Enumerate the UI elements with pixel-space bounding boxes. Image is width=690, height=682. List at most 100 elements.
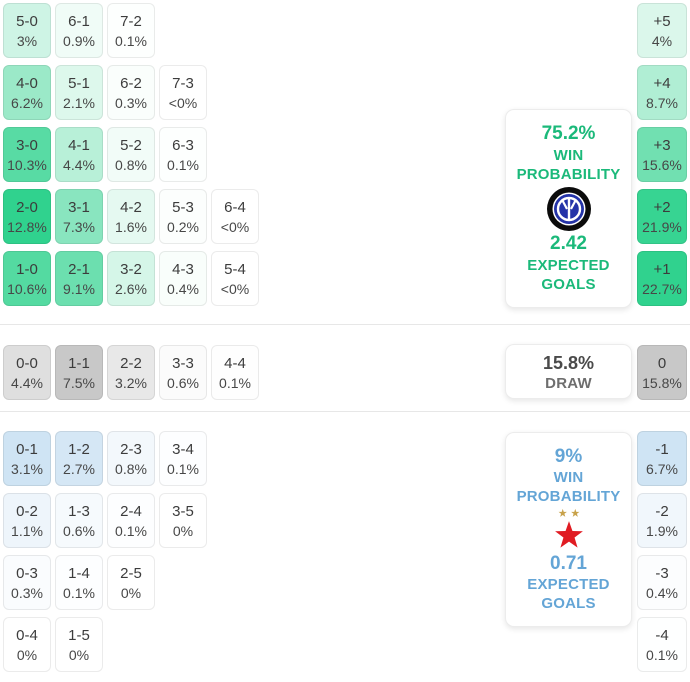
- score-cell-7-3: 7-3 <0%: [159, 65, 207, 120]
- score-cell-2-0: 2-0 12.8%: [3, 189, 51, 244]
- home-score-row: 3-0 10.3% 4-1 4.4% 5-2 0.8% 6-3 0.1%: [3, 127, 259, 182]
- home-expected-goals-value: 2.42: [550, 232, 587, 254]
- probability-label: 4.4%: [11, 374, 43, 391]
- score-cell-3-1: 3-1 7.3%: [55, 189, 103, 244]
- score-label: 2-1: [68, 260, 90, 278]
- probability-label: 7.5%: [63, 374, 95, 391]
- away-score-row: 0-3 0.3% 1-4 0.1% 2-5 0%: [3, 555, 207, 610]
- goal-diff-cell-minus-4: -4 0.1%: [637, 617, 687, 672]
- home-score-row: 4-0 6.2% 5-1 2.1% 6-2 0.3% 7-3 <0%: [3, 65, 259, 120]
- draw-score-grid: 0-0 4.4% 1-1 7.5% 2-2 3.2% 3-3 0.6% 4-4 0.1%: [3, 345, 259, 400]
- probability-label: 0.8%: [115, 156, 147, 173]
- score-cell-5-2: 5-2 0.8%: [107, 127, 155, 182]
- draw-section: 0-0 4.4% 1-1 7.5% 2-2 3.2% 3-3 0.6% 4-4 0.1% 15.8…: [0, 326, 690, 412]
- away-goal-diff-column: -1 6.7% -2 1.9% -3 0.4% -4 0.1%: [637, 431, 687, 672]
- score-label: +3: [653, 136, 671, 154]
- score-label: 1-0: [16, 260, 38, 278]
- probability-label: 0.4%: [646, 584, 678, 601]
- score-label: 6-3: [172, 136, 194, 154]
- away-score-grid: 0-1 3.1% 1-2 2.7% 2-3 0.8% 3-4 0.1% 0-2 1.1% 1-3 0.…: [3, 431, 207, 672]
- probability-label: 7.3%: [63, 218, 95, 235]
- probability-label: 8.7%: [646, 94, 678, 111]
- goal-diff-cell-0: 0 15.8%: [637, 345, 687, 400]
- score-label: +1: [653, 260, 671, 278]
- expected-goals-label: EXPECTED GOALS: [527, 576, 610, 612]
- score-cell-6-1: 6-1 0.9%: [55, 3, 103, 58]
- score-cell-0-4: 0-4 0%: [3, 617, 51, 672]
- probability-label: 4.4%: [63, 156, 95, 173]
- score-cell-6-4: 6-4 <0%: [211, 189, 259, 244]
- probability-label: 2.7%: [63, 460, 95, 477]
- score-label: +2: [653, 198, 671, 216]
- score-cell-4-2: 4-2 1.6%: [107, 189, 155, 244]
- probability-label: <0%: [220, 218, 250, 235]
- draw-probability-value: 15.8%: [542, 353, 595, 373]
- score-label: 3-3: [172, 354, 194, 372]
- probability-label: 0.1%: [219, 374, 251, 391]
- probability-label: 0.8%: [115, 460, 147, 477]
- score-cell-1-2: 1-2 2.7%: [55, 431, 103, 486]
- score-label: 3-2: [120, 260, 142, 278]
- score-cell-4-3: 4-3 0.4%: [159, 251, 207, 306]
- probability-label: 0%: [172, 522, 194, 539]
- score-label: 0-4: [16, 626, 38, 644]
- score-label: 5-4: [224, 260, 246, 278]
- probability-label: 0.2%: [167, 218, 199, 235]
- probability-label: 10.3%: [7, 156, 47, 173]
- score-cell-0-3: 0-3 0.3%: [3, 555, 51, 610]
- probability-label: 0.4%: [167, 280, 199, 297]
- home-win-section: 5-0 3% 6-1 0.9% 7-2 0.1% 4-0 6.2% 5-1 2.1% 6-2 0.3%…: [0, 0, 690, 325]
- score-label: 4-1: [68, 136, 90, 154]
- probability-label: 1.6%: [115, 218, 147, 235]
- score-label: 7-3: [172, 74, 194, 92]
- probability-label: 0%: [120, 584, 142, 601]
- score-cell-0-2: 0-2 1.1%: [3, 493, 51, 548]
- win-probability-label: WIN PROBABILITY: [516, 147, 621, 184]
- score-cell-4-4: 4-4 0.1%: [211, 345, 259, 400]
- score-cell-7-2: 7-2 0.1%: [107, 3, 155, 58]
- probability-label: 22.7%: [642, 280, 682, 297]
- score-cell-5-1: 5-1 2.1%: [55, 65, 103, 120]
- home-win-probability-value: 75.2%: [541, 123, 596, 144]
- score-cell-4-1: 4-1 4.4%: [55, 127, 103, 182]
- score-label: 6-4: [224, 198, 246, 216]
- score-label: 4-0: [16, 74, 38, 92]
- probability-label: 0%: [68, 646, 90, 663]
- score-cell-2-5: 2-5 0%: [107, 555, 155, 610]
- score-cell-0-1: 0-1 3.1%: [3, 431, 51, 486]
- probability-label: 0.1%: [115, 32, 147, 49]
- score-label: 3-1: [68, 198, 90, 216]
- score-cell-3-0: 3-0 10.3%: [3, 127, 51, 182]
- away-win-probability-value: 9%: [554, 446, 583, 467]
- score-cell-6-2: 6-2 0.3%: [107, 65, 155, 120]
- score-cell-2-3: 2-3 0.8%: [107, 431, 155, 486]
- draw-goal-diff-column: 0 15.8%: [637, 345, 687, 400]
- home-goal-diff-column: +5 4% +4 8.7% +3 15.6% +2 21.9% +1 22.7%: [637, 3, 687, 306]
- probability-label: 0.3%: [115, 94, 147, 111]
- expected-goals-label: EXPECTED GOALS: [527, 257, 610, 293]
- home-score-grid: 5-0 3% 6-1 0.9% 7-2 0.1% 4-0 6.2% 5-1 2.1% 6-2 0.3%…: [3, 3, 259, 306]
- probability-label: 0.1%: [167, 460, 199, 477]
- probability-label: 0.1%: [115, 522, 147, 539]
- probability-label: 2.6%: [115, 280, 147, 297]
- inter-milan-crest-icon: [546, 186, 592, 232]
- probability-label: 0.6%: [63, 522, 95, 539]
- probability-label: 0%: [16, 646, 38, 663]
- score-cell-1-3: 1-3 0.6%: [55, 493, 103, 548]
- home-score-row: 2-0 12.8% 3-1 7.3% 4-2 1.6% 5-3 0.2% 6-4 <0%: [3, 189, 259, 244]
- score-label: 4-3: [172, 260, 194, 278]
- away-score-row: 0-1 3.1% 1-2 2.7% 2-3 0.8% 3-4 0.1%: [3, 431, 207, 486]
- score-label: +5: [653, 12, 671, 30]
- score-label: 3-0: [16, 136, 38, 154]
- score-label: 1-2: [68, 440, 90, 458]
- goal-diff-cell-minus-1: -1 6.7%: [637, 431, 687, 486]
- draw-card: 15.8% DRAW: [505, 344, 632, 399]
- home-score-row: 1-0 10.6% 2-1 9.1% 3-2 2.6% 4-3 0.4% 5-4 <0%: [3, 251, 259, 306]
- probability-label: 12.8%: [7, 218, 47, 235]
- probability-label: 9.1%: [63, 280, 95, 297]
- probability-label: 2.1%: [63, 94, 95, 111]
- score-cell-3-5: 3-5 0%: [159, 493, 207, 548]
- score-label: -2: [655, 502, 669, 520]
- score-label: 7-2: [120, 12, 142, 30]
- score-label: -3: [655, 564, 669, 582]
